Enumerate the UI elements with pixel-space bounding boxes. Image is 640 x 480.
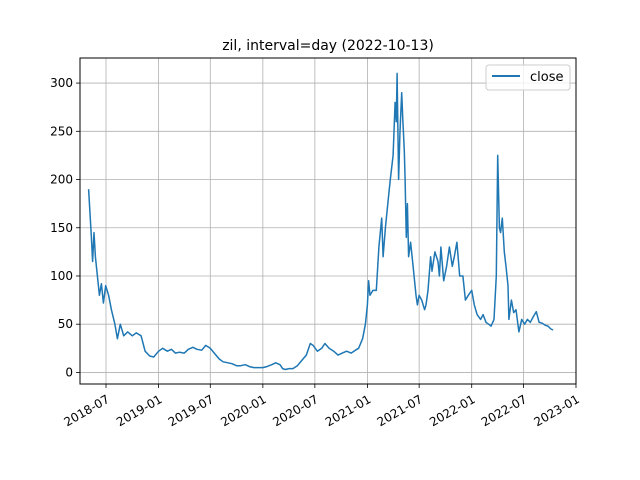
legend-label-close: close bbox=[530, 70, 563, 85]
legend-frame bbox=[485, 64, 571, 91]
legend: close bbox=[485, 64, 571, 91]
y-tick-label: 50 bbox=[58, 317, 73, 331]
y-tick-label: 200 bbox=[50, 173, 73, 187]
y-tick-label: 150 bbox=[50, 221, 73, 235]
y-tick-label: 300 bbox=[50, 76, 73, 90]
series-line-close bbox=[87, 72, 554, 371]
y-axis-ticks: 0 50 100 150 200 250 300 bbox=[50, 76, 80, 379]
chart-title: zil, interval=day (2022-10-13) bbox=[222, 38, 434, 54]
y-tick-label: 100 bbox=[50, 269, 73, 283]
y-tick-label: 0 bbox=[65, 365, 73, 379]
plot-frame bbox=[79, 57, 577, 385]
y-tick-label: 250 bbox=[50, 124, 73, 138]
